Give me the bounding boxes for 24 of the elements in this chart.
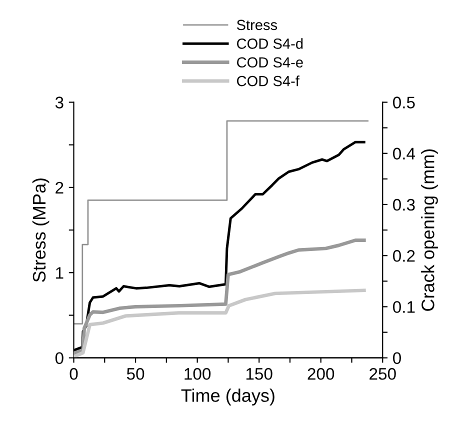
x-tick-label: 150: [246, 368, 272, 380]
legend-label: COD S4-f: [237, 76, 300, 86]
y-tick-label: 0: [55, 352, 64, 364]
x-tick-label: 200: [308, 368, 334, 380]
y-tick-label: 2: [56, 182, 64, 194]
x-tick-label: 250: [370, 368, 396, 380]
legend-label: COD S4-e: [237, 57, 303, 68]
x-tick-label: 100: [184, 368, 211, 380]
legend-label: Stress: [236, 20, 278, 30]
y2-tick-label: 0.3: [393, 198, 415, 211]
x-tick-label: 50: [126, 368, 144, 380]
legend-label: COD S4-d: [237, 38, 303, 49]
y-tick-label: 3: [55, 96, 64, 108]
y2-tick-label: 0.2: [393, 250, 415, 262]
y2-tick-label: 0: [393, 352, 401, 364]
y2-tick-label: 0.1: [393, 301, 415, 313]
y-tick-label: 1: [56, 267, 64, 279]
y2-axis-title: Crack opening (mm): [421, 149, 438, 311]
y2-tick-label: 0.5: [393, 96, 415, 108]
line-series: [74, 288, 366, 358]
x-tick-label: 0: [70, 368, 78, 380]
y2-tick-label: 0.4: [393, 148, 416, 160]
y-axis-title: Stress (MPa): [32, 178, 50, 282]
x-axis-title: Time (days): [181, 388, 274, 406]
